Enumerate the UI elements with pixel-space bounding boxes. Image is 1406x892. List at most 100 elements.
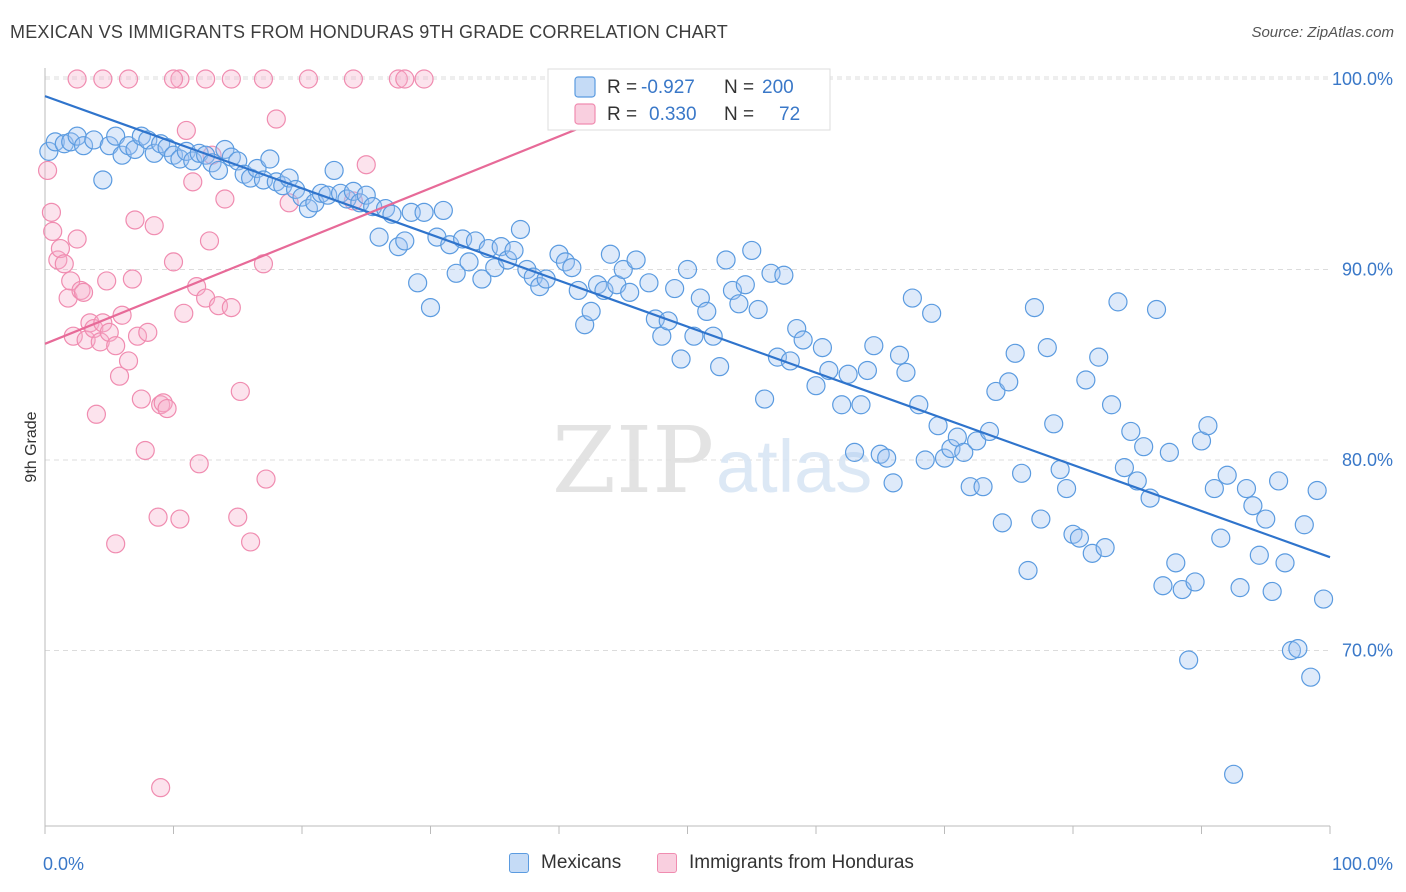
data-point [170, 509, 190, 529]
data-point [189, 454, 209, 474]
data-point [922, 303, 942, 323]
data-point [148, 507, 168, 527]
data-point [1159, 442, 1179, 462]
data-point [1114, 458, 1135, 478]
data-point [857, 360, 878, 381]
data-point [395, 69, 415, 89]
data-point [1243, 496, 1263, 516]
data-point [99, 136, 119, 156]
data-point [73, 136, 94, 156]
ticks: 70.0% 80.0% 90.0% 100.0% 0.0% 100.0% [43, 69, 1393, 874]
data-point [735, 275, 755, 295]
stats-n-label-blue: N = [724, 77, 754, 98]
data-point [896, 362, 916, 382]
data-point [67, 69, 87, 89]
data-point [163, 252, 184, 272]
watermark: ZIP atlas [552, 407, 872, 514]
data-point [812, 338, 833, 358]
data-point [43, 221, 63, 241]
data-point [1037, 338, 1057, 358]
data-point [356, 185, 376, 205]
data-point [832, 395, 852, 415]
data-point [1056, 478, 1077, 499]
data-point [369, 227, 389, 247]
data-point [774, 265, 794, 285]
x-tick-label: 0.0% [43, 854, 84, 874]
data-point [883, 473, 903, 493]
data-point [256, 469, 276, 489]
data-point [157, 137, 177, 158]
data-point [343, 181, 363, 201]
y-axis-label: 9th Grade [23, 411, 40, 482]
legend-swatch-honduras [657, 853, 677, 873]
data-point [510, 219, 531, 240]
data-point [86, 404, 107, 424]
data-point [504, 240, 524, 261]
data-point [793, 330, 813, 350]
data-point [967, 431, 987, 451]
data-point [620, 282, 640, 302]
data-point [144, 216, 164, 236]
data-point [131, 389, 151, 409]
data-point [260, 149, 280, 169]
data-point [1069, 528, 1090, 548]
data-point [50, 238, 71, 259]
stats-r-value-blue: -0.927 [641, 77, 695, 98]
data-point [446, 263, 466, 283]
data-point [1268, 471, 1289, 491]
data-point [671, 349, 691, 369]
data-point [472, 269, 492, 289]
data-point [889, 345, 910, 365]
data-point [613, 259, 633, 280]
data-point [138, 322, 158, 342]
legend-label-honduras: Immigrants from Honduras [689, 852, 914, 873]
data-point [954, 442, 974, 462]
data-point [183, 172, 203, 192]
data-point [851, 395, 871, 415]
data-point [729, 294, 749, 314]
data-point [754, 389, 775, 409]
data-point [151, 778, 171, 798]
trend-line [44, 95, 1331, 559]
stats-r-label-blue: R = [607, 77, 637, 98]
data-point [716, 250, 736, 270]
data-point [665, 278, 685, 299]
data-point [41, 202, 62, 222]
data-point [639, 273, 659, 293]
data-point [174, 303, 194, 323]
data-point [127, 326, 148, 346]
data-point [388, 69, 408, 89]
y-tick-label: 70.0% [1342, 641, 1393, 661]
data-point [864, 336, 884, 356]
data-point [1230, 578, 1250, 598]
data-point [1095, 538, 1115, 558]
data-point [118, 69, 139, 89]
data-point [1262, 581, 1282, 602]
data-point [356, 155, 376, 175]
data-point [838, 364, 858, 384]
data-point [1249, 545, 1269, 565]
watermark-zip: ZIP [552, 407, 714, 514]
data-point [109, 366, 130, 386]
data-point [1224, 764, 1244, 784]
data-point [228, 507, 248, 527]
data-point [230, 381, 250, 402]
data-point [414, 202, 434, 222]
data-point [1294, 515, 1314, 535]
data-point [915, 450, 935, 470]
data-point [253, 69, 274, 89]
data-point [37, 160, 58, 181]
data-point [581, 301, 601, 322]
data-point [459, 252, 479, 272]
data-point [106, 336, 126, 356]
trend-lines [44, 91, 1331, 559]
data-point [992, 513, 1012, 533]
data-point [1166, 553, 1186, 573]
data-point [241, 532, 261, 552]
data-point [1256, 509, 1276, 529]
x-tick-label: 100.0% [1332, 854, 1393, 874]
data-point [748, 299, 768, 320]
data-point [973, 477, 993, 497]
data-point [176, 120, 196, 141]
